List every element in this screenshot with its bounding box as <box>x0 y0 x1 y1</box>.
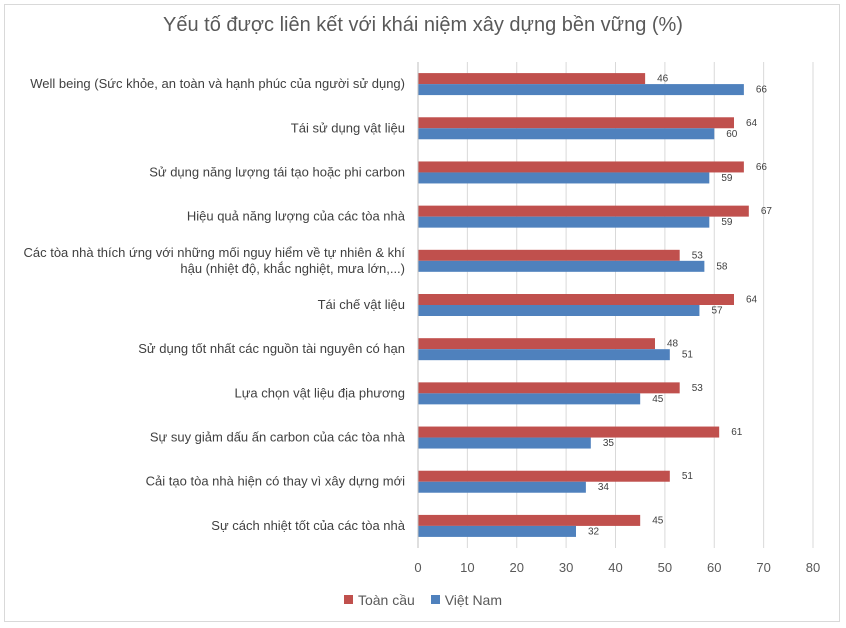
legend-item-viet-nam: Việt Nam <box>430 591 503 608</box>
category-label: Lựa chọn vật liệu địa phương <box>235 385 406 400</box>
data-label-viet-nam: 45 <box>652 394 664 405</box>
data-label-viet-nam: 34 <box>598 482 610 493</box>
bar-toan-cau <box>418 338 655 350</box>
x-tick-label-40: 40 <box>608 560 622 575</box>
bar-viet-nam <box>418 305 700 316</box>
data-label-viet-nam: 59 <box>721 217 733 228</box>
data-label-toan-cau: 66 <box>756 162 768 173</box>
data-label-toan-cau: 64 <box>746 295 758 306</box>
category-label: Tái sử dụng vật liệu <box>291 120 405 135</box>
bar-viet-nam <box>418 128 715 140</box>
category-label: Sự suy giảm dấu ấn carbon của các tòa nh… <box>150 430 406 445</box>
data-label-toan-cau: 53 <box>692 383 704 394</box>
category-label: Tái chế vật liệu <box>318 297 405 312</box>
bar-toan-cau <box>418 73 646 85</box>
legend-swatch-viet-nam <box>430 595 440 604</box>
data-label-toan-cau: 45 <box>652 515 664 526</box>
bar-viet-nam <box>418 525 576 537</box>
data-label-toan-cau: 61 <box>731 427 743 438</box>
bar-toan-cau <box>418 249 680 261</box>
data-label-toan-cau: 51 <box>682 471 694 482</box>
category-label: Hiệu quả năng lượng của các tòa nhà <box>187 209 406 224</box>
bar-toan-cau <box>418 205 749 217</box>
x-tick-label-30: 30 <box>559 560 573 575</box>
legend-label-viet-nam: Việt Nam <box>444 591 503 608</box>
bar-viet-nam <box>418 437 591 449</box>
data-label-viet-nam: 66 <box>756 85 768 96</box>
category-label: Sử dụng tốt nhất các nguồn tài nguyên có… <box>138 341 405 356</box>
bar-viet-nam <box>418 260 705 272</box>
data-label-viet-nam: 32 <box>588 526 600 537</box>
x-tick-label-0: 0 <box>414 560 421 575</box>
bar-viet-nam <box>418 481 586 493</box>
legend-item-toan-cau: Toàn cầu <box>343 591 415 608</box>
data-label-toan-cau: 64 <box>746 118 758 129</box>
category-label: hậu (nhiệt độ, khắc nghiệt, mưa lớn,...) <box>180 261 405 276</box>
bar-toan-cau <box>418 382 680 394</box>
bar-viet-nam <box>418 172 710 184</box>
data-label-viet-nam: 57 <box>711 306 723 317</box>
bar-toan-cau <box>418 514 641 526</box>
data-label-viet-nam: 35 <box>603 438 615 449</box>
data-label-viet-nam: 60 <box>726 129 738 140</box>
legend-swatch-toan-cau <box>343 595 353 604</box>
x-tick-label-50: 50 <box>658 560 672 575</box>
data-label-toan-cau: 67 <box>761 206 773 217</box>
data-label-viet-nam: 59 <box>721 173 733 184</box>
bar-toan-cau <box>418 117 734 129</box>
x-tick-label-10: 10 <box>460 560 474 575</box>
data-label-viet-nam: 51 <box>682 350 694 361</box>
category-label: Sử dụng năng lượng tái tạo hoặc phi carb… <box>149 164 405 179</box>
bar-viet-nam <box>418 393 641 405</box>
x-tick-label-60: 60 <box>707 560 721 575</box>
bar-toan-cau <box>418 294 734 305</box>
data-label-toan-cau: 48 <box>667 339 679 350</box>
category-label: Sự cách nhiệt tốt của các tòa nhà <box>211 518 405 533</box>
legend: Toàn cầu Việt Nam <box>0 591 846 608</box>
x-tick-label-20: 20 <box>510 560 524 575</box>
bar-viet-nam <box>418 216 710 228</box>
bar-toan-cau <box>418 161 744 173</box>
chart-title: Yếu tố được liên kết với khái niệm xây d… <box>163 14 683 36</box>
bar-toan-cau <box>418 426 720 438</box>
bar-viet-nam <box>418 349 670 361</box>
bar-viet-nam <box>418 84 744 96</box>
data-label-toan-cau: 46 <box>657 74 669 85</box>
category-label: Các tòa nhà thích ứng với những mối nguy… <box>23 245 405 260</box>
legend-label-toan-cau: Toàn cầu <box>357 591 415 608</box>
category-label: Well being (Sức khỏe, an toàn và hạnh ph… <box>30 76 405 91</box>
x-tick-label-70: 70 <box>756 560 770 575</box>
bar-toan-cau <box>418 470 670 482</box>
category-label: Cải tạo tòa nhà hiện có thay vì xây dựng… <box>146 474 405 489</box>
data-label-viet-nam: 58 <box>716 261 728 272</box>
data-label-toan-cau: 53 <box>692 250 704 261</box>
x-tick-label-80: 80 <box>806 560 820 575</box>
